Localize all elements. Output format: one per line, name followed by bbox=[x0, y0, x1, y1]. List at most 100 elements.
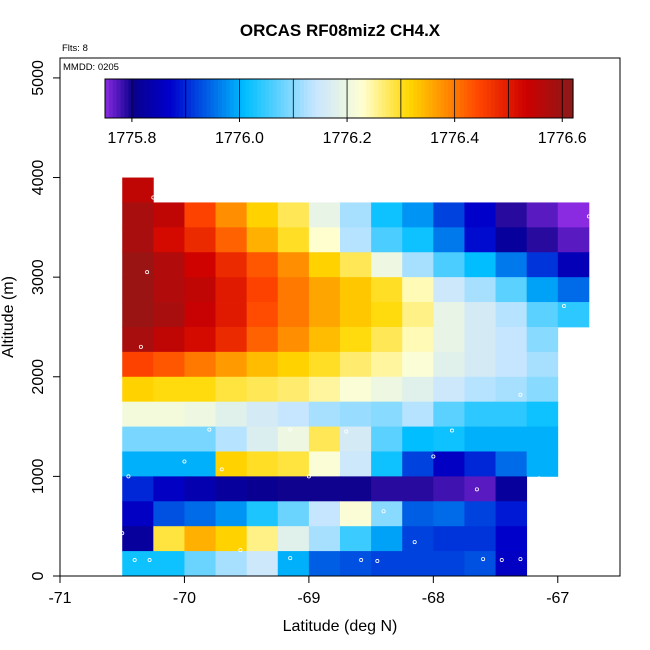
heatmap-cell bbox=[371, 451, 403, 477]
heatmap-cell bbox=[340, 476, 372, 502]
colorbar-segment bbox=[136, 79, 141, 118]
heatmap-cell bbox=[246, 551, 279, 577]
colorbar-segment bbox=[186, 79, 192, 118]
heatmap-cell bbox=[402, 426, 434, 452]
heatmap-cell bbox=[495, 302, 528, 328]
colorbar-segment bbox=[459, 79, 465, 118]
colorbar-segment bbox=[225, 79, 231, 118]
heatmap-cell bbox=[526, 426, 559, 452]
heatmap-cell bbox=[340, 252, 372, 278]
heatmap-cell bbox=[215, 277, 248, 303]
heatmap-cell bbox=[215, 351, 248, 378]
heatmap-cell bbox=[371, 376, 403, 403]
heatmap-cell bbox=[184, 202, 216, 228]
colorbar-segment bbox=[214, 79, 219, 118]
colorbar-segment bbox=[530, 79, 535, 118]
heatmap-cell bbox=[495, 202, 528, 228]
flights-annotation: Flts: 8 bbox=[62, 43, 88, 54]
heatmap-cell bbox=[495, 376, 528, 403]
colorbar-segment bbox=[385, 79, 391, 118]
heatmap-cell bbox=[495, 351, 528, 378]
colorbar-segment bbox=[502, 79, 508, 118]
heatmap-cell bbox=[184, 501, 216, 527]
heatmap-cell bbox=[153, 376, 185, 403]
colorbar-segment bbox=[342, 79, 348, 118]
heatmap-cell bbox=[215, 501, 248, 527]
heatmap-cell bbox=[495, 551, 528, 577]
heatmap-cell bbox=[153, 476, 185, 502]
heatmap-cell bbox=[464, 426, 496, 452]
heatmap-cell bbox=[122, 326, 154, 353]
y-tick-label: 2000 bbox=[30, 359, 47, 395]
colorbar-segment bbox=[261, 79, 266, 118]
heatmap-cell bbox=[153, 252, 185, 278]
heatmap-cell bbox=[340, 401, 372, 427]
colorbar-segment bbox=[514, 79, 519, 118]
y-tick-label: 5000 bbox=[30, 60, 47, 96]
heatmap-cell bbox=[277, 277, 310, 303]
heatmap-cell bbox=[277, 302, 310, 328]
heatmap-cell bbox=[184, 302, 216, 328]
heatmap-cell bbox=[371, 302, 403, 328]
colorbar-segment bbox=[319, 79, 324, 118]
heatmap-cell bbox=[402, 351, 434, 378]
heatmap-cell bbox=[371, 351, 403, 378]
colorbar-segment bbox=[518, 79, 523, 118]
heatmap-cell bbox=[215, 551, 248, 577]
heatmap-cell bbox=[340, 202, 372, 228]
colorbar-segment bbox=[483, 79, 488, 118]
colorbar-segment bbox=[120, 79, 126, 118]
colorbar-segment bbox=[112, 79, 118, 118]
colorbar-segment bbox=[409, 79, 414, 118]
heatmap-cell bbox=[246, 351, 279, 378]
heatmap-cell bbox=[153, 351, 185, 378]
sample-point bbox=[562, 304, 567, 309]
colorbar-segment bbox=[506, 79, 512, 118]
heatmap-cell bbox=[402, 551, 434, 577]
heatmap-cell bbox=[215, 451, 248, 477]
sample-point bbox=[138, 344, 143, 349]
colorbar-segment bbox=[108, 79, 114, 118]
heatmap-cells bbox=[122, 177, 590, 577]
heatmap-cell bbox=[495, 501, 528, 527]
heatmap-cell bbox=[153, 302, 185, 328]
colorbar-segment bbox=[116, 79, 122, 118]
colorbar-segment bbox=[510, 79, 516, 118]
x-tick-label: -67 bbox=[546, 590, 569, 607]
colorbar-segment bbox=[448, 79, 453, 118]
colorbar-segment bbox=[147, 79, 153, 118]
colorbar-segment bbox=[202, 79, 207, 118]
heatmap-cell bbox=[277, 227, 310, 253]
colorbar-segment bbox=[233, 79, 239, 118]
colorbar-segment bbox=[565, 79, 570, 118]
colorbar-segment bbox=[358, 79, 363, 118]
heatmap-cell bbox=[277, 376, 310, 403]
heatmap-cell bbox=[153, 277, 185, 303]
heatmap-cell bbox=[246, 501, 279, 527]
heatmap-cell bbox=[557, 227, 590, 253]
sample-point bbox=[375, 559, 380, 564]
heatmap-cell bbox=[433, 476, 465, 502]
heatmap-cell bbox=[433, 501, 465, 527]
heatmap-cell bbox=[340, 227, 372, 253]
heatmap-cell bbox=[153, 451, 185, 477]
heatmap-cell bbox=[433, 252, 465, 278]
heatmap-cell bbox=[246, 277, 279, 303]
colorbar-segment bbox=[315, 79, 321, 118]
heatmap-cell bbox=[215, 401, 248, 427]
colorbar: 1775.8 1776.0 1776.2 1776.4 1776.6 bbox=[104, 78, 587, 147]
colorbar-tick-label: 1776.6 bbox=[538, 130, 587, 147]
colorbar-segment bbox=[292, 79, 297, 118]
heatmap-cell bbox=[277, 476, 310, 502]
heatmap-cell bbox=[526, 376, 559, 403]
heatmap-cell bbox=[277, 202, 310, 228]
x-tick-label: -69 bbox=[297, 590, 320, 607]
heatmap-cell bbox=[371, 277, 403, 303]
heatmap-cell bbox=[184, 551, 216, 577]
heatmap-cell bbox=[526, 401, 559, 427]
sample-point bbox=[151, 195, 156, 200]
heatmap-cell bbox=[308, 501, 341, 527]
x-axis-label: Latitude (deg N) bbox=[283, 618, 398, 635]
heatmap-cell bbox=[371, 501, 403, 527]
heatmap-cell bbox=[308, 277, 341, 303]
